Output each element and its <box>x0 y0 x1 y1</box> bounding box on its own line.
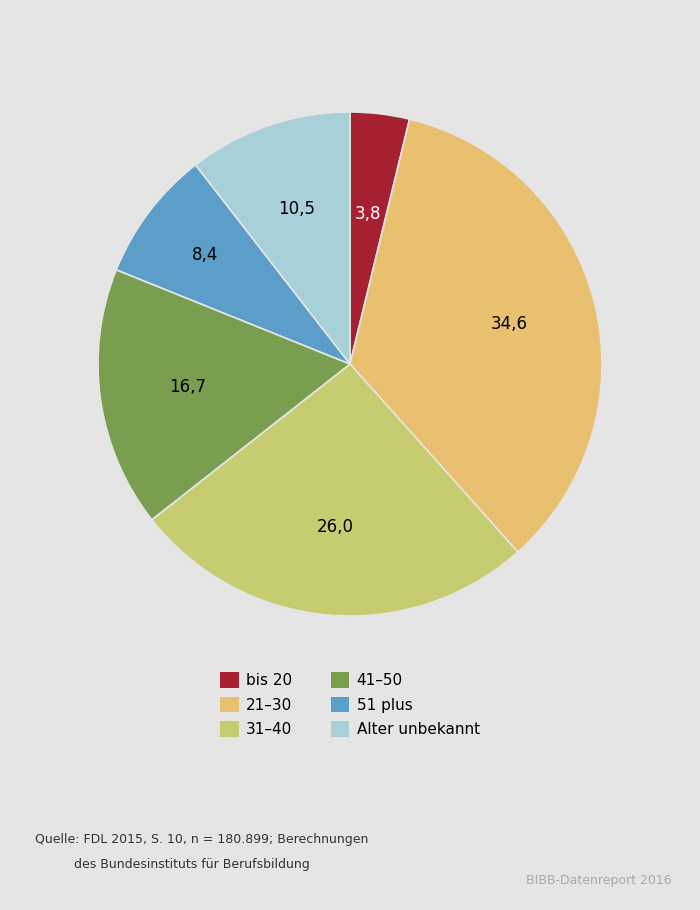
Wedge shape <box>350 112 410 364</box>
Text: BIBB-Datenreport 2016: BIBB-Datenreport 2016 <box>526 875 672 887</box>
Text: 10,5: 10,5 <box>279 200 316 218</box>
Wedge shape <box>116 165 350 364</box>
Text: 26,0: 26,0 <box>317 518 354 536</box>
Text: Quelle: FDL 2015, S. 10, n = 180.899; Berechnungen: Quelle: FDL 2015, S. 10, n = 180.899; Be… <box>35 833 368 845</box>
Text: 8,4: 8,4 <box>192 246 218 264</box>
Wedge shape <box>98 269 350 520</box>
Text: des Bundesinstituts für Berufsbildung: des Bundesinstituts für Berufsbildung <box>74 858 309 871</box>
Text: 34,6: 34,6 <box>491 315 527 333</box>
Wedge shape <box>195 112 350 364</box>
Text: 16,7: 16,7 <box>169 378 206 396</box>
Legend: bis 20, 21–30, 31–40, 41–50, 51 plus, Alter unbekannt: bis 20, 21–30, 31–40, 41–50, 51 plus, Al… <box>214 666 486 743</box>
Wedge shape <box>350 119 602 552</box>
Text: 3,8: 3,8 <box>355 205 382 223</box>
Wedge shape <box>152 364 518 616</box>
